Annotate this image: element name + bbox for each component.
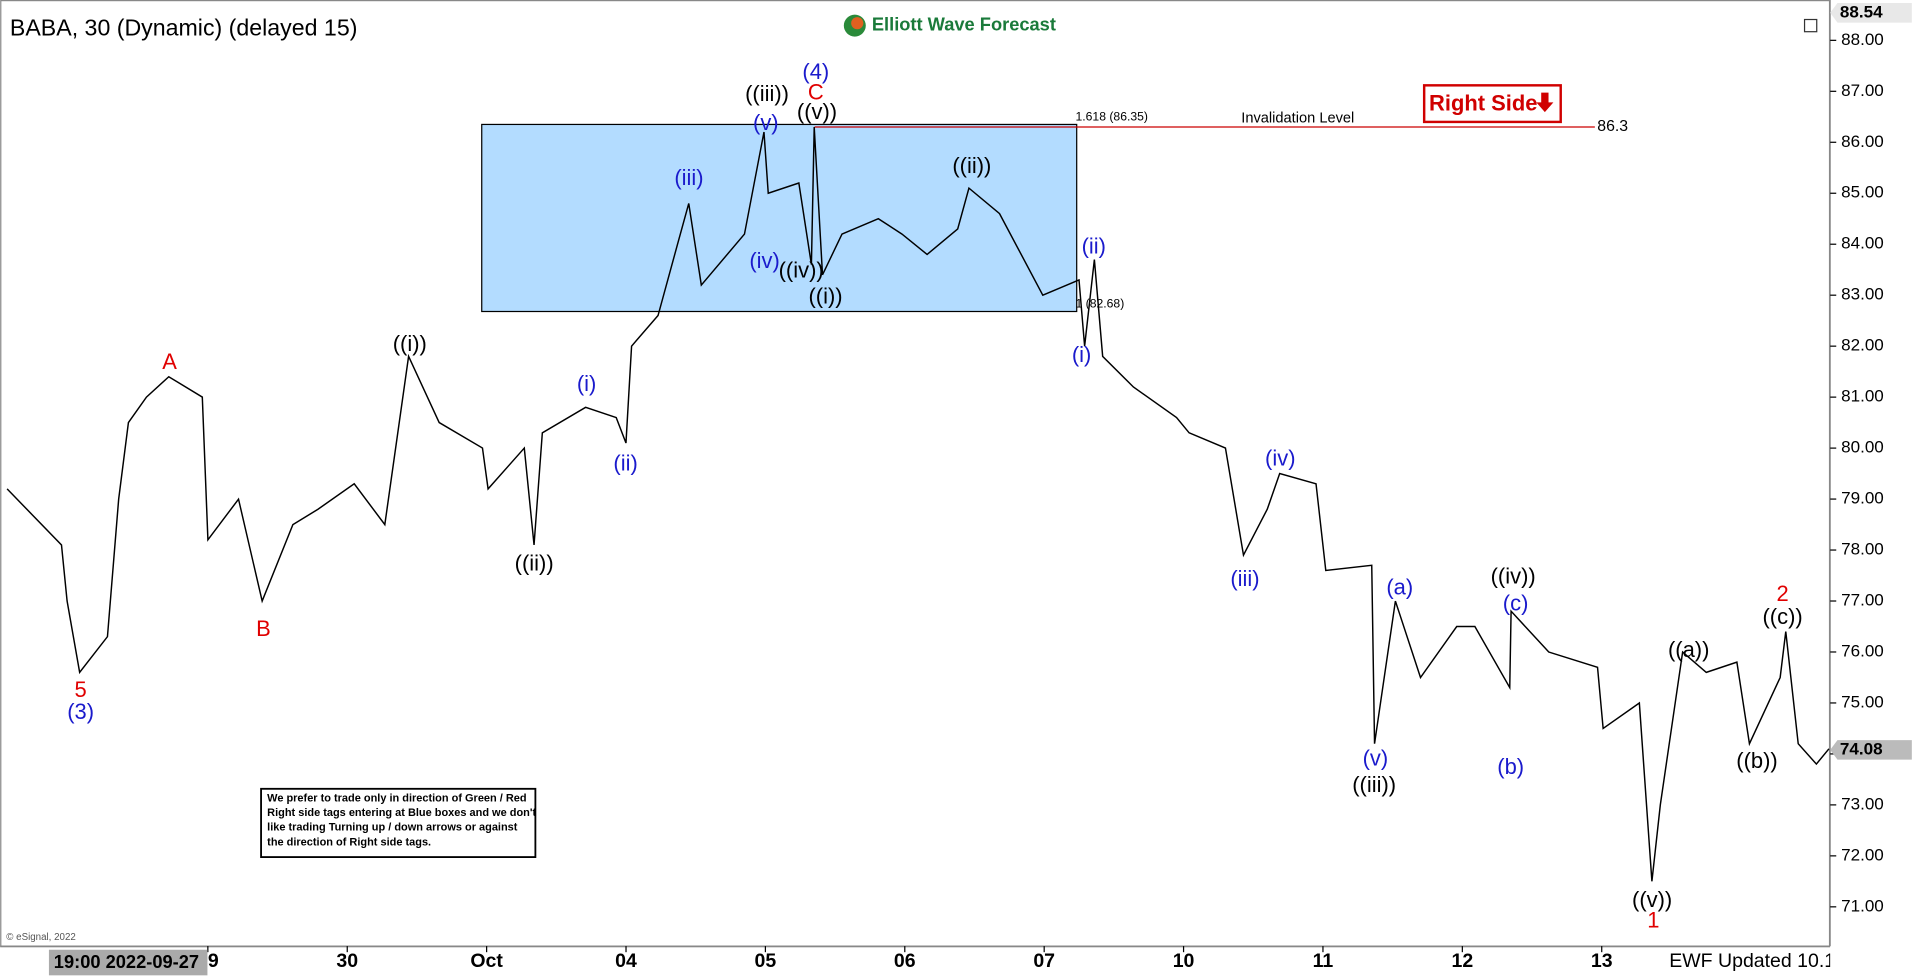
wave-label: (i) bbox=[1072, 342, 1092, 367]
x-tick-label: 10 bbox=[1173, 950, 1195, 972]
price-tag-label: 88.54 bbox=[1840, 2, 1883, 21]
wave-label: ((iv)) bbox=[1491, 564, 1536, 589]
note-line: Right side tags entering at Blue boxes a… bbox=[267, 807, 536, 819]
right-side-text: Right Side bbox=[1429, 91, 1537, 116]
wave-label: (ii) bbox=[1082, 233, 1106, 258]
y-tick-label: 88.00 bbox=[1841, 30, 1884, 49]
y-tick-label: 78.00 bbox=[1841, 540, 1884, 559]
x-tick-label: 07 bbox=[1033, 950, 1055, 972]
cursor-time: 19:00 2022-09-27 bbox=[54, 951, 199, 972]
wave-label: (c) bbox=[1503, 591, 1529, 616]
wave-label: 2 bbox=[1777, 581, 1789, 606]
wave-label: ((ii)) bbox=[952, 153, 991, 178]
wave-label: (4) bbox=[802, 59, 829, 84]
y-tick-label: 75.00 bbox=[1841, 692, 1884, 711]
window-icon bbox=[1803, 18, 1818, 33]
logo-icon bbox=[851, 17, 864, 30]
wave-label: ((c)) bbox=[1763, 604, 1803, 629]
wave-label: 1 bbox=[1647, 907, 1659, 932]
y-tick-label: 82.00 bbox=[1841, 336, 1884, 355]
x-tick-label: Oct bbox=[470, 950, 503, 972]
y-tick-label: 73.00 bbox=[1841, 794, 1884, 813]
y-tick-label: 77.00 bbox=[1841, 591, 1884, 610]
wave-label: (ii) bbox=[613, 450, 637, 475]
wave-label: (3) bbox=[67, 699, 94, 724]
x-tick-label: 06 bbox=[894, 950, 916, 972]
blue-box bbox=[481, 123, 1078, 313]
cursor-time-bg bbox=[48, 949, 208, 976]
wave-label: ((iii)) bbox=[1352, 772, 1396, 797]
wave-label: (v) bbox=[1363, 745, 1389, 770]
y-tick-label: 83.00 bbox=[1841, 285, 1884, 304]
logo-text: Elliott Wave Forecast bbox=[872, 13, 1056, 34]
wave-label: (iii) bbox=[1230, 566, 1259, 591]
wave-label: (i) bbox=[577, 371, 597, 396]
price-tag bbox=[1830, 740, 1912, 760]
note-line: the direction of Right side tags. bbox=[267, 836, 431, 848]
wave-label: ((b)) bbox=[1736, 748, 1777, 773]
y-tick-label: 76.00 bbox=[1841, 641, 1884, 660]
price-tag-label: 74.08 bbox=[1840, 739, 1883, 758]
wave-label: A bbox=[162, 349, 177, 374]
x-tick-label: 11 bbox=[1313, 950, 1334, 972]
y-axis-bg bbox=[1830, 0, 1912, 979]
note-line: like trading Turning up / down arrows or… bbox=[267, 822, 518, 834]
x-tick-label: 05 bbox=[755, 950, 777, 972]
wave-label: ((a)) bbox=[1668, 637, 1709, 662]
wave-label: (a) bbox=[1386, 575, 1413, 600]
y-tick-label: 79.00 bbox=[1841, 489, 1884, 508]
wave-label: ((v)) bbox=[1632, 887, 1672, 912]
box-low-label: 1 (82.68) bbox=[1075, 296, 1124, 310]
wave-label: ((i)) bbox=[808, 283, 842, 308]
invalidation-text: Invalidation Level bbox=[1241, 110, 1354, 126]
y-tick-label: 81.00 bbox=[1841, 387, 1884, 406]
wave-label: 5 bbox=[75, 677, 87, 702]
price-line bbox=[6, 126, 1830, 882]
price-tag bbox=[1830, 3, 1912, 23]
invalidation-value: 86.3 bbox=[1597, 118, 1628, 135]
note-line: We prefer to trade only in direction of … bbox=[267, 792, 526, 804]
wave-label: C bbox=[808, 80, 824, 105]
y-tick-label: 84.00 bbox=[1841, 234, 1884, 253]
source: © eSignal, 2022 bbox=[6, 932, 76, 943]
x-tick-label: 13 bbox=[1591, 950, 1613, 972]
y-tick-label: 87.00 bbox=[1841, 81, 1884, 100]
wave-label: (v) bbox=[753, 110, 779, 135]
wave-label: (iv) bbox=[1265, 445, 1295, 470]
x-tick-label: 30 bbox=[336, 950, 358, 972]
wave-label: ((i)) bbox=[393, 331, 427, 356]
wave-label: B bbox=[256, 616, 271, 641]
y-tick-label: 80.00 bbox=[1841, 438, 1884, 457]
wave-label: (b) bbox=[1497, 754, 1524, 779]
y-tick-label: 86.00 bbox=[1841, 132, 1884, 151]
wave-label: ((v)) bbox=[797, 99, 837, 124]
x-tick-label: 04 bbox=[615, 950, 637, 972]
wave-label: (iv) bbox=[749, 248, 779, 273]
down-arrow bbox=[1536, 92, 1554, 113]
wave-label: (iii) bbox=[674, 165, 703, 190]
wave-label: ((iii)) bbox=[745, 81, 789, 106]
y-tick-label: 85.00 bbox=[1841, 183, 1884, 202]
y-tick-label: 71.00 bbox=[1841, 896, 1884, 915]
box-high-label: 1.618 (86.35) bbox=[1075, 109, 1148, 123]
wave-label: ((iv)) bbox=[779, 258, 824, 283]
y-tick-label: 72.00 bbox=[1841, 845, 1884, 864]
wave-label: ((ii)) bbox=[515, 550, 554, 575]
x-tick-label: 12 bbox=[1451, 950, 1473, 972]
chart-title: BABA, 30 (Dynamic) (delayed 15) bbox=[10, 14, 357, 40]
note-box bbox=[260, 787, 537, 858]
